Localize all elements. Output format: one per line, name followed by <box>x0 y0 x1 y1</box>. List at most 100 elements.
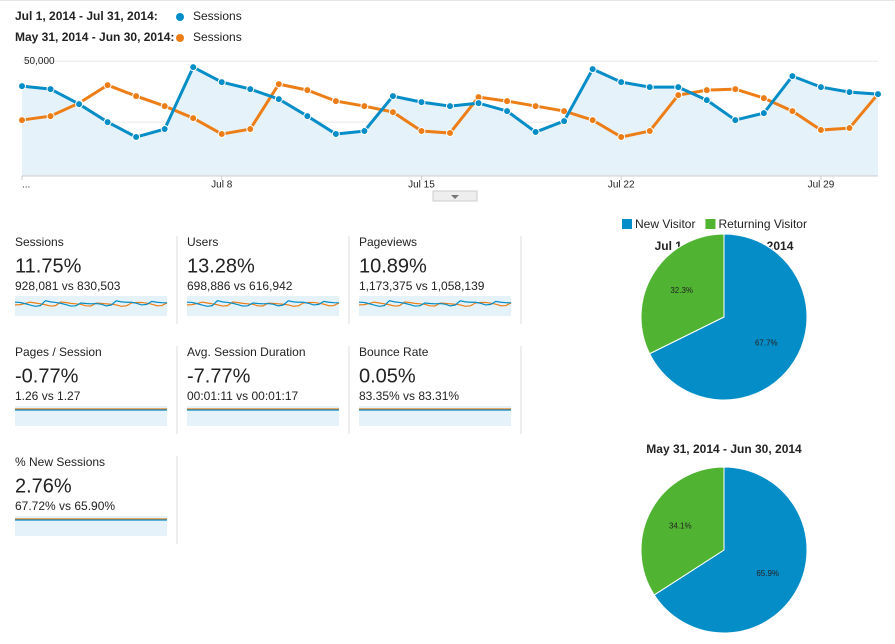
legend-period: Jul 1, 2014 - Jul 31, 2014: <box>15 9 158 23</box>
point <box>246 85 255 94</box>
point <box>189 63 198 72</box>
point <box>189 114 198 123</box>
sparkline <box>14 300 168 307</box>
point <box>731 85 740 94</box>
point <box>331 130 340 139</box>
pie-label: 67.7% <box>755 338 778 347</box>
point <box>645 83 654 92</box>
area <box>22 67 878 176</box>
point <box>303 112 312 121</box>
metric-name: % New Sessions <box>15 455 105 469</box>
pie-slice <box>640 466 725 596</box>
sparkline-bg <box>359 406 511 426</box>
point <box>816 83 825 92</box>
legend-label: New Visitor <box>635 217 695 231</box>
metric-change: 11.75% <box>15 255 82 277</box>
point <box>103 118 112 127</box>
point <box>874 90 882 99</box>
x-tick-label: Jul 8 <box>211 180 233 191</box>
pie-label: 32.3% <box>670 286 693 295</box>
point <box>331 97 340 106</box>
pie-slice <box>648 233 808 401</box>
sparkline <box>186 301 340 307</box>
legend-series: Sessions <box>193 9 242 23</box>
point <box>474 99 483 108</box>
point <box>503 107 512 116</box>
point <box>46 112 55 121</box>
metric-name: Users <box>187 235 218 249</box>
legend-label: Returning Visitor <box>718 217 807 231</box>
pie-label: 34.1% <box>669 521 692 530</box>
point <box>160 125 169 134</box>
y-tick-label: 50,000 <box>24 56 55 67</box>
pie-slice <box>653 466 808 634</box>
metric-comparison: 00:01:11 vs 00:01:17 <box>187 389 299 403</box>
pie-slice <box>640 233 725 355</box>
metric-name: Avg. Session Duration <box>187 345 306 359</box>
point <box>303 86 312 95</box>
point <box>75 100 84 109</box>
metric-name: Bounce Rate <box>359 345 429 359</box>
point <box>845 88 854 97</box>
point <box>132 92 141 101</box>
point <box>18 82 26 91</box>
point <box>160 102 169 111</box>
pie-label: 65.9% <box>756 569 779 578</box>
point <box>731 116 740 125</box>
metric-comparison: 1,173,375 vs 1,058,139 <box>359 279 485 293</box>
point <box>560 107 569 116</box>
point <box>816 126 825 135</box>
sparkline <box>358 300 512 307</box>
point <box>217 130 226 139</box>
point <box>759 109 768 118</box>
legend-dot <box>176 34 184 42</box>
x-tick-label: Jul 29 <box>808 180 835 191</box>
metric-comparison: 83.35% vs 83.31% <box>359 389 459 403</box>
metric-change: 0.05% <box>359 365 416 387</box>
point <box>503 97 512 106</box>
point <box>702 86 711 95</box>
pie-title: May 31, 2014 - Jun 30, 2014 <box>646 442 802 456</box>
legend-series: Sessions <box>193 30 242 44</box>
point <box>103 81 112 90</box>
point <box>360 127 369 136</box>
collapse-arrow <box>451 195 459 199</box>
legend-swatch <box>705 219 716 229</box>
point <box>617 78 626 87</box>
point <box>446 102 454 111</box>
point <box>674 91 683 100</box>
point <box>702 96 711 105</box>
point <box>246 125 255 134</box>
metric-name: Pageviews <box>359 235 417 249</box>
sparkline <box>186 300 340 307</box>
metric-change: -0.77% <box>15 365 79 387</box>
point <box>788 107 797 116</box>
metric-comparison: 67.72% vs 65.90% <box>15 499 115 513</box>
point <box>18 116 26 125</box>
sparkline <box>358 301 512 307</box>
x-tick-label: Jul 22 <box>608 180 635 191</box>
point <box>274 95 283 104</box>
sparkline <box>14 301 168 307</box>
x-tick-label: ... <box>22 180 30 191</box>
point <box>674 83 683 92</box>
point <box>588 65 597 74</box>
x-tick-label: Jul 15 <box>408 180 435 191</box>
point <box>46 85 55 94</box>
metric-change: 13.28% <box>187 255 255 277</box>
legend-swatch <box>622 219 632 229</box>
point <box>617 133 626 142</box>
point <box>132 133 141 142</box>
metric-comparison: 928,081 vs 830,503 <box>15 279 121 293</box>
point <box>788 72 797 81</box>
point <box>560 117 569 126</box>
metric-comparison: 1.26 vs 1.27 <box>15 389 81 403</box>
sparkline-bg <box>187 406 339 426</box>
point <box>446 129 454 138</box>
point <box>417 127 426 136</box>
point <box>845 124 854 133</box>
legend-dot <box>176 13 184 21</box>
point <box>588 116 597 125</box>
point <box>360 102 369 111</box>
